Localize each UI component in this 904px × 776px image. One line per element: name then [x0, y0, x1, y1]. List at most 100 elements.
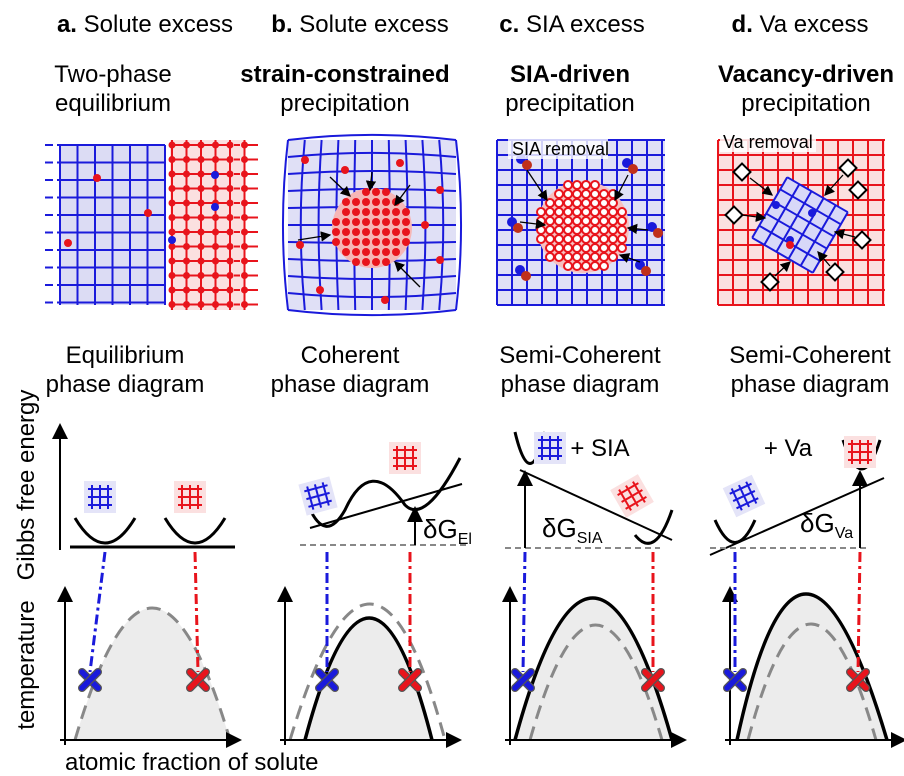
atom [382, 228, 390, 236]
atom [617, 243, 627, 253]
atom [211, 171, 219, 179]
axis-label: atomic fraction of solute [65, 749, 318, 776]
marker-stroke [512, 669, 534, 691]
atom [342, 208, 350, 216]
atom [183, 243, 190, 250]
atom [581, 189, 591, 199]
lattice-line [287, 309, 457, 317]
atom [64, 239, 72, 247]
atom [808, 209, 816, 217]
atom [342, 198, 350, 206]
atom [581, 261, 591, 271]
arrow [774, 261, 791, 277]
annotation: SIA removal [512, 139, 609, 159]
subtitle: SIA-driven [510, 61, 630, 88]
atom [211, 203, 219, 211]
delta-g: δGVa [800, 508, 853, 542]
atom [628, 164, 638, 174]
atom [168, 185, 176, 192]
atom [436, 186, 444, 194]
atom [617, 234, 627, 244]
atom [316, 286, 324, 294]
atom [382, 218, 390, 226]
marker-stroke [847, 669, 869, 691]
arrow [394, 261, 421, 288]
atom [402, 208, 410, 216]
atom [226, 214, 234, 221]
delta-g: δGEl [423, 514, 472, 548]
atom [608, 225, 618, 235]
lattice-line [772, 200, 835, 238]
lattice-line [455, 139, 463, 311]
atom [581, 216, 591, 226]
atom [590, 234, 600, 244]
atom [581, 234, 591, 244]
atom [372, 188, 380, 196]
arrow [749, 177, 774, 196]
atom [392, 248, 400, 256]
atom [183, 185, 190, 192]
atom [241, 228, 248, 236]
atom [168, 236, 176, 244]
atom [513, 223, 523, 233]
atom [301, 156, 309, 164]
phase-icon [844, 436, 876, 468]
atom [563, 234, 573, 244]
subtitle: strain-constrained [240, 61, 449, 88]
subtitle: precipitation [505, 90, 634, 117]
atom [296, 241, 304, 249]
atom [563, 198, 573, 208]
atom [581, 252, 591, 262]
icon-line [308, 499, 332, 508]
atom [362, 188, 370, 196]
lattice-line [765, 212, 828, 250]
atom [168, 301, 176, 308]
atom [362, 238, 370, 246]
atom [226, 185, 234, 192]
atom [362, 198, 370, 206]
atom [563, 189, 573, 199]
atom [212, 185, 219, 192]
vacancy [838, 158, 858, 178]
atom [617, 207, 627, 217]
diagram-label: Semi-Coherent [729, 342, 891, 369]
atom [342, 248, 350, 256]
atom [241, 301, 248, 308]
diagram-label: phase diagram [46, 371, 205, 398]
atom [372, 198, 380, 206]
composition-marker [723, 668, 747, 692]
atom [342, 218, 350, 226]
atom [352, 248, 360, 256]
atom [536, 207, 546, 217]
atom [183, 272, 190, 279]
atom [554, 216, 564, 226]
arrow [614, 174, 629, 202]
subtitle: precipitation [280, 90, 409, 117]
vacancy [848, 180, 868, 200]
atom [608, 216, 618, 226]
curve [163, 517, 227, 545]
atom [590, 198, 600, 208]
atom [608, 189, 618, 199]
marker-stroke [187, 669, 209, 691]
arrow [626, 223, 649, 235]
atom [572, 234, 582, 244]
vacancy [852, 230, 872, 250]
atom [241, 141, 248, 149]
atom [212, 301, 219, 308]
arrow [824, 174, 844, 196]
atom [382, 238, 390, 246]
atom [372, 248, 380, 256]
atom [241, 170, 248, 178]
atom [581, 225, 591, 235]
atom [197, 228, 205, 236]
atom [572, 261, 582, 271]
atom [554, 234, 564, 244]
atom [381, 296, 389, 304]
atom [599, 252, 609, 262]
lattices [45, 133, 885, 317]
phase-icon [534, 432, 566, 464]
atom [226, 170, 234, 178]
atom [590, 189, 600, 199]
diagram-label: Semi-Coherent [499, 342, 661, 369]
